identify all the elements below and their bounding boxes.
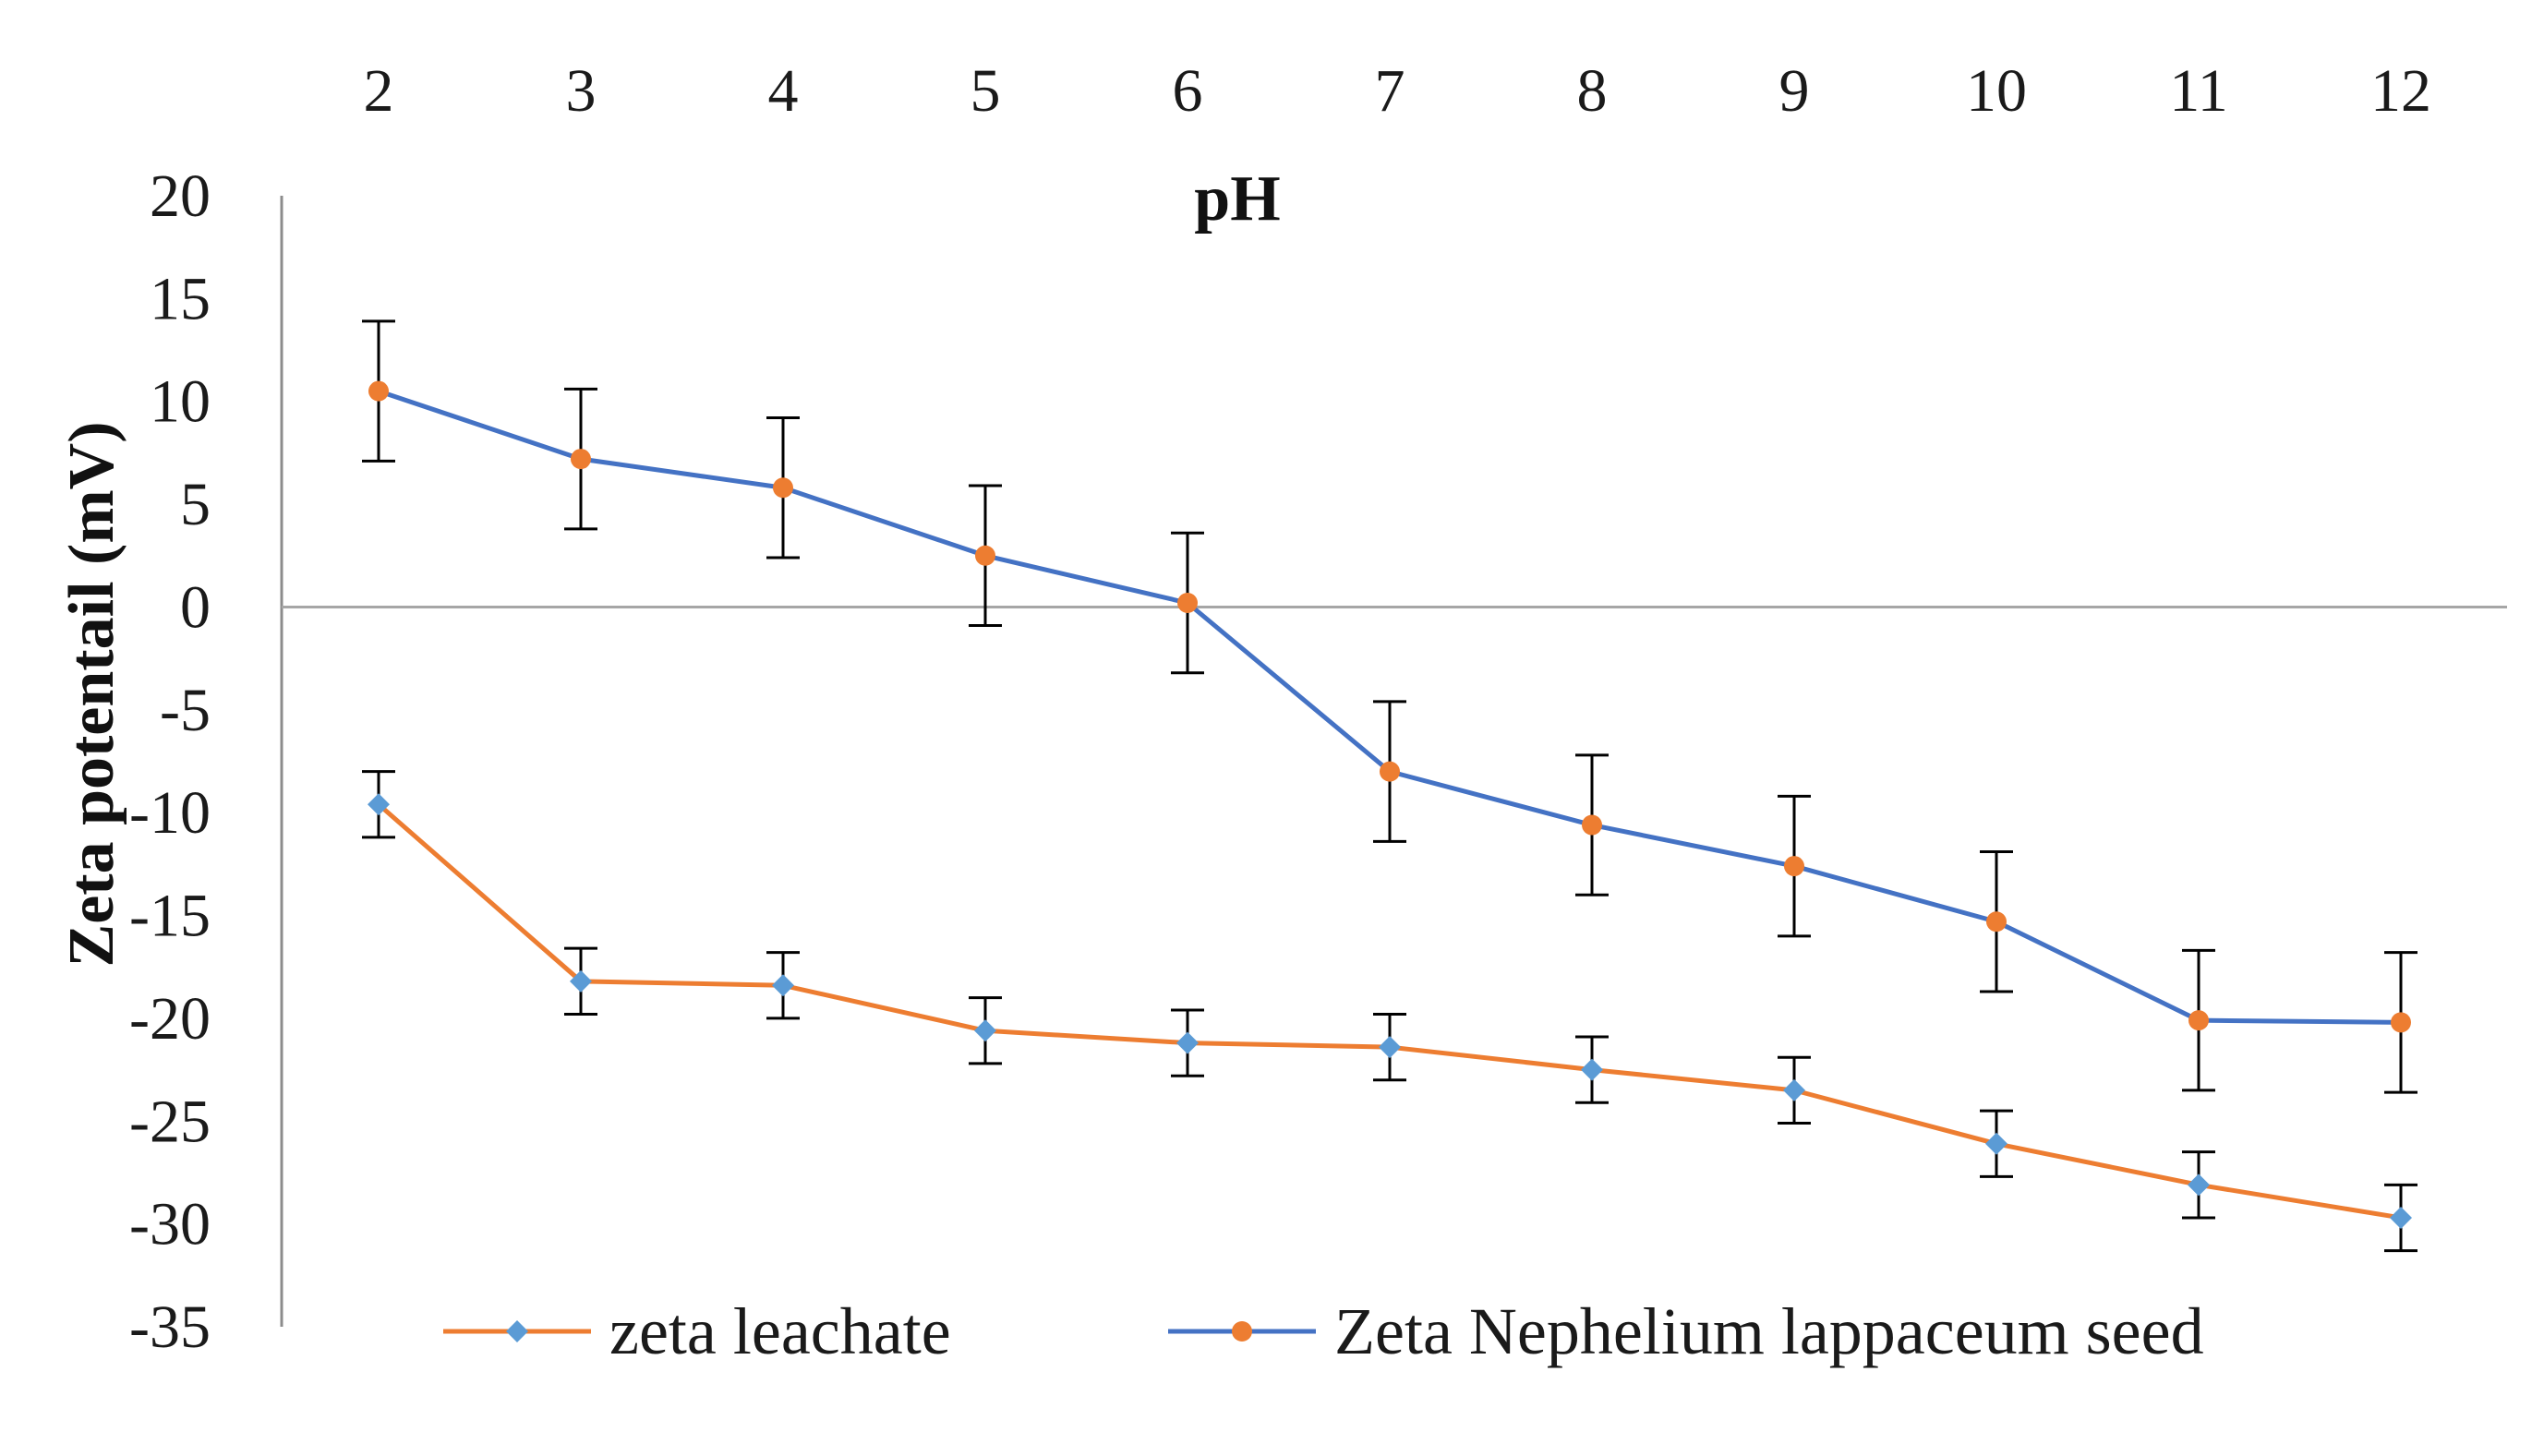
- y-axis-title: Zeta potentail (mV): [56, 421, 127, 967]
- data-point: [2188, 1010, 2209, 1031]
- y-tick-label: -35: [129, 1294, 211, 1361]
- legend-marker: [506, 1320, 528, 1342]
- data-point: [1379, 1036, 1401, 1059]
- y-tick-label: 5: [180, 471, 211, 538]
- data-point: [1582, 814, 1602, 836]
- legend-label: zeta leachate: [609, 1294, 951, 1368]
- data-point: [570, 969, 592, 993]
- legend-label: Zeta Nephelium lappaceum seed: [1334, 1294, 2204, 1368]
- legend-entry: Zeta Nephelium lappaceum seed: [1168, 1294, 2204, 1368]
- x-tick-label: 3: [566, 57, 597, 125]
- data-point: [2391, 1012, 2411, 1033]
- axes-layer: 20 15 10 5 0 -5 -10 -15 -20 -25 -30 -35 2 3 4 5 6 7 8 9 10 11…: [129, 57, 2507, 1361]
- data-point: [1783, 1078, 1805, 1101]
- data-point: [772, 974, 794, 997]
- y-tick-label: 10: [150, 368, 211, 436]
- x-tick-label: 10: [1966, 57, 2027, 125]
- data-point: [571, 449, 591, 470]
- data-point: [1177, 593, 1198, 613]
- series-line: [377, 802, 2402, 1221]
- series-zeta-nephelium-seed: [362, 319, 2417, 1094]
- x-tick-label: 9: [1779, 57, 1810, 125]
- y-tick-label: 20: [150, 162, 211, 230]
- data-point: [368, 380, 389, 402]
- data-point: [1986, 911, 2007, 933]
- data-point: [1380, 761, 1400, 782]
- x-tick-label: 12: [2370, 57, 2431, 125]
- data-point: [1176, 1031, 1199, 1054]
- y-tick-label: -25: [129, 1088, 211, 1155]
- data-point: [1784, 856, 1804, 877]
- data-point: [1985, 1132, 2007, 1155]
- y-tick-label: 0: [180, 573, 211, 641]
- x-tick-label: 5: [971, 57, 1001, 125]
- x-tick-label: 6: [1173, 57, 1203, 125]
- y-tick-label: -15: [129, 883, 211, 950]
- x-tick-label: 2: [364, 57, 394, 125]
- y-tick-label: -10: [129, 779, 211, 847]
- data-point: [1581, 1058, 1603, 1081]
- series-layer: [362, 319, 2417, 1253]
- data-point: [975, 545, 995, 566]
- x-tick-label: 8: [1577, 57, 1608, 125]
- y-tick-label: 15: [150, 265, 211, 332]
- x-axis-title: pH: [1194, 163, 1280, 235]
- x-tick-label: 7: [1375, 57, 1405, 125]
- y-tick-label: -30: [129, 1191, 211, 1258]
- data-point: [2390, 1206, 2412, 1229]
- data-point: [974, 1019, 996, 1042]
- data-point: [773, 477, 793, 499]
- x-tick-label: 4: [768, 57, 799, 125]
- legend-entry: zeta leachate: [443, 1294, 951, 1368]
- legend-marker: [1232, 1321, 1252, 1342]
- y-tick-label: -20: [129, 985, 211, 1053]
- legend: zeta leachate Zeta Nephelium lappaceum se…: [443, 1294, 2204, 1368]
- x-tick-label: 11: [2169, 57, 2228, 125]
- data-point: [2188, 1173, 2210, 1197]
- y-tick-label: -5: [160, 677, 211, 744]
- data-point: [368, 793, 390, 816]
- series-zeta-leachate: [362, 770, 2417, 1253]
